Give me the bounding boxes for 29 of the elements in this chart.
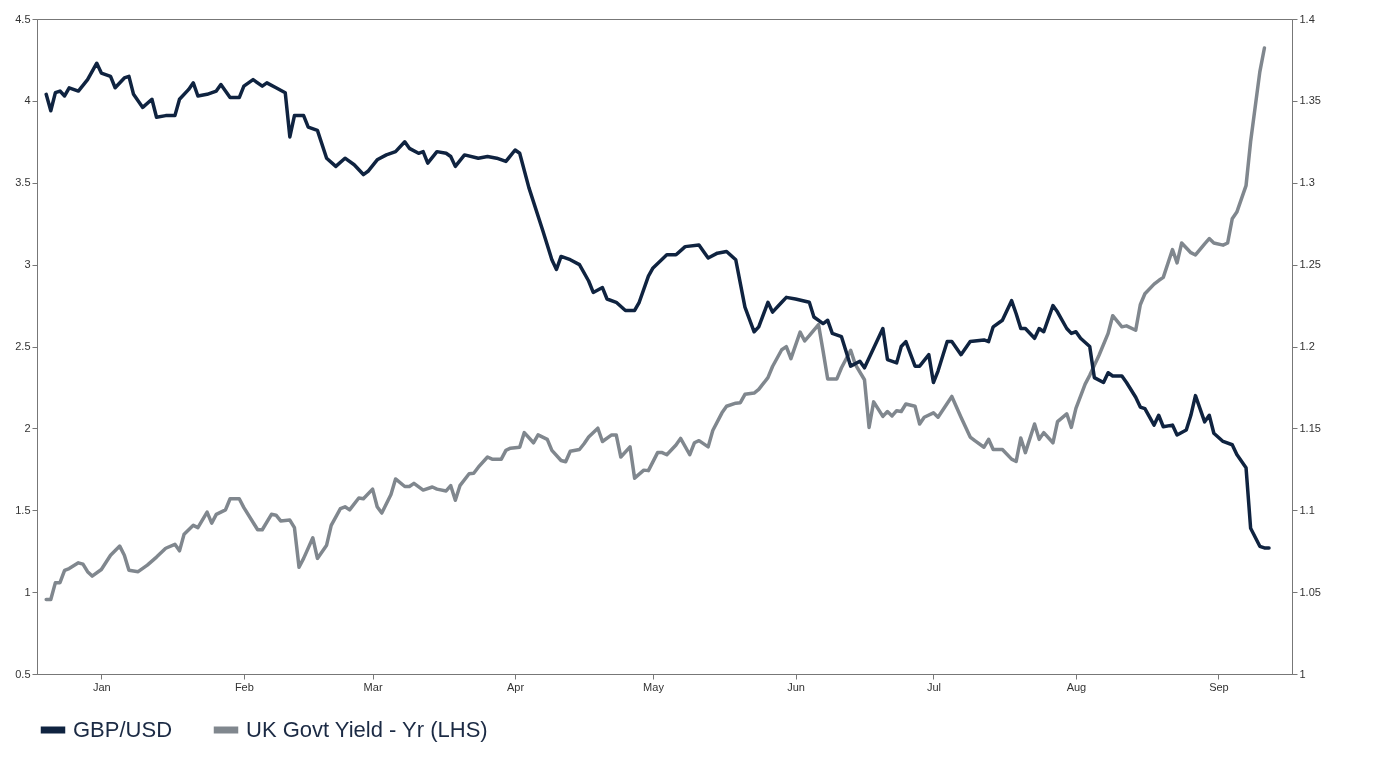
legend-label: GBP/USD	[73, 717, 173, 742]
y-tick-label: 4.5	[15, 12, 31, 25]
x-tick-label: Jan	[92, 680, 111, 693]
legend-label: UK Govt Yield - Yr (LHS)	[246, 717, 488, 742]
x-tick-label: Feb	[234, 680, 254, 693]
y-tick-label: 0.5	[15, 667, 31, 680]
y-tick-label: 4	[24, 94, 31, 107]
y2-tick-label: 1.1	[1299, 503, 1315, 516]
x-tick-label: May	[643, 680, 665, 693]
y-tick-label: 1	[24, 585, 31, 598]
x-tick-label: Sep	[1209, 680, 1229, 693]
y-tick-label: 1.5	[15, 503, 31, 516]
y2-tick-label: 1.2	[1299, 340, 1315, 352]
y-tick-label: 2	[24, 421, 31, 434]
x-tick-label: Aug	[1066, 680, 1087, 693]
y-tick-label: 3	[24, 258, 31, 271]
y-tick-label: 2.5	[15, 340, 31, 352]
y2-tick-label: 1.15	[1299, 421, 1321, 434]
x-tick-label: Mar	[363, 680, 383, 693]
y2-tick-label: 1.4	[1299, 12, 1315, 25]
x-tick-label: Apr	[507, 680, 525, 693]
y2-tick-label: 1.25	[1299, 258, 1321, 271]
y2-tick-label: 1.35	[1299, 94, 1321, 107]
y-tick-label: 3.5	[15, 176, 31, 189]
y2-tick-label: 1.05	[1299, 585, 1321, 598]
y2-tick-label: 1	[1299, 667, 1306, 680]
y2-tick-label: 1.3	[1299, 176, 1315, 189]
x-tick-label: Jun	[787, 680, 805, 693]
x-tick-label: Jul	[926, 680, 941, 693]
